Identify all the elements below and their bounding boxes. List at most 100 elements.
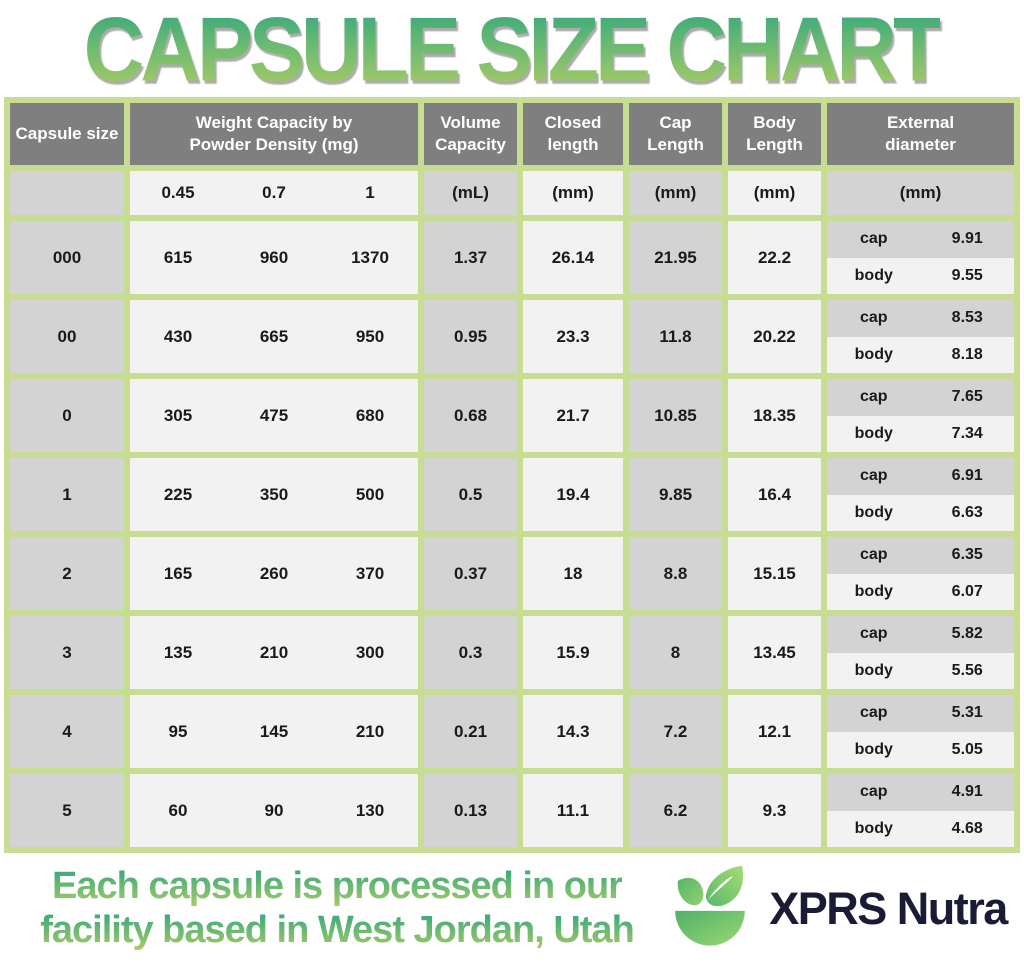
closed-length-cell: 11.1 (523, 774, 623, 847)
footer-tagline-line2: facility based in West Jordan, Utah (40, 909, 635, 951)
body-diameter-value: 6.63 (951, 503, 983, 521)
header-external-diameter: External diameter (827, 103, 1014, 165)
cap-label: cap (859, 546, 888, 564)
weight-045-value: 95 (168, 721, 188, 741)
cap-length-cell: 10.85 (629, 379, 722, 452)
body-label: body (854, 819, 893, 837)
body-label: body (854, 503, 893, 521)
volume-cell: 1.37 (424, 221, 517, 294)
volume-cell: 0.21 (424, 695, 517, 768)
body-diameter-value: 5.05 (951, 740, 983, 758)
cap-length-cell: 11.8 (629, 300, 722, 373)
weight-045-value: 430 (163, 326, 193, 346)
external-cap-row: cap 5.82 (827, 616, 1014, 653)
brand-name: XPRS Nutra (769, 883, 1008, 934)
header-body-length: Body Length (728, 103, 821, 165)
external-cap-row: cap 6.91 (827, 458, 1014, 495)
weight-capacity-cell: 135 210 300 (130, 616, 418, 689)
external-body-row: body 5.56 (827, 652, 1014, 689)
density-045: 0.45 (161, 183, 195, 202)
external-cap-row: cap 7.65 (827, 379, 1014, 416)
capsule-size-cell: 2 (10, 537, 124, 610)
weight-045-value: 225 (163, 484, 193, 504)
external-body-row: body 6.07 (827, 573, 1014, 610)
page-header: CAPSULE SIZE CHART (0, 0, 1024, 97)
header-volume-capacity-label: Volume Capacity (435, 112, 506, 154)
weight-capacity-cell: 615 960 1370 (130, 221, 418, 294)
external-body-row: body 6.63 (827, 494, 1014, 531)
header-volume-capacity: Volume Capacity (424, 103, 517, 165)
cap-length-cell: 7.2 (629, 695, 722, 768)
body-diameter-value: 9.55 (951, 266, 983, 284)
header-weight-capacity-label: Weight Capacity by Powder Density (mg) (189, 112, 359, 154)
closed-length-cell: 26.14 (523, 221, 623, 294)
weight-capacity-cell: 165 260 370 (130, 537, 418, 610)
cap-label: cap (859, 704, 888, 722)
body-label: body (854, 424, 893, 442)
cap-length-cell: 8 (629, 616, 722, 689)
volume-cell: 0.95 (424, 300, 517, 373)
weight-1-value: 300 (355, 642, 385, 662)
cap-length-cell: 9.85 (629, 458, 722, 531)
weight-045-value: 60 (168, 800, 188, 820)
cap-label: cap (859, 625, 888, 643)
volume-cell: 0.3 (424, 616, 517, 689)
density-07: 0.7 (262, 183, 286, 202)
external-cap-row: cap 8.53 (827, 300, 1014, 337)
density-1: 1 (365, 183, 375, 202)
volume-cell: 0.13 (424, 774, 517, 847)
header-closed-length-label: Closed length (544, 112, 602, 154)
header-body-length-label: Body Length (746, 112, 803, 154)
cap-diameter-value: 6.35 (951, 546, 983, 564)
weight-1-value: 210 (355, 721, 385, 741)
cap-length-cell: 8.8 (629, 537, 722, 610)
closed-length-cell: 15.9 (523, 616, 623, 689)
external-body-row: body 4.68 (827, 810, 1014, 847)
external-diameter-cell: cap 5.82 body 5.56 (827, 616, 1014, 689)
body-label: body (854, 582, 893, 600)
weight-07-value: 960 (259, 247, 289, 267)
header-cap-length: Cap Length (629, 103, 722, 165)
footer-tagline: Each capsule is processed in our facilit… (14, 865, 660, 952)
external-cap-row: cap 9.91 (827, 221, 1014, 258)
capsule-size-cell: 5 (10, 774, 124, 847)
unit-capsule-size-empty (10, 171, 124, 215)
unit-cap: (mm) (629, 171, 722, 215)
weight-045-value: 615 (163, 247, 193, 267)
body-length-cell: 13.45 (728, 616, 821, 689)
body-length-cell: 16.4 (728, 458, 821, 531)
capsule-size-cell: 000 (10, 221, 124, 294)
header-external-diameter-label: External diameter (885, 112, 956, 154)
external-diameter-cell: cap 9.91 body 9.55 (827, 221, 1014, 294)
weight-045-value: 305 (163, 405, 193, 425)
weight-capacity-cell: 225 350 500 (130, 458, 418, 531)
external-diameter-cell: cap 4.91 body 4.68 (827, 774, 1014, 847)
body-label: body (854, 661, 893, 679)
volume-cell: 0.5 (424, 458, 517, 531)
capsule-size-cell: 1 (10, 458, 124, 531)
weight-07-value: 260 (259, 563, 289, 583)
external-diameter-cell: cap 5.31 body 5.05 (827, 695, 1014, 768)
capsule-size-table: Capsule size Weight Capacity by Powder D… (4, 97, 1020, 853)
unit-external: (mm) (827, 171, 1014, 215)
cap-label: cap (859, 388, 888, 406)
weight-07-value: 210 (259, 642, 289, 662)
weight-045-value: 135 (163, 642, 193, 662)
external-body-row: body 8.18 (827, 336, 1014, 373)
capsule-size-cell: 00 (10, 300, 124, 373)
volume-cell: 0.37 (424, 537, 517, 610)
weight-1-value: 680 (355, 405, 385, 425)
closed-length-cell: 14.3 (523, 695, 623, 768)
cap-diameter-value: 7.65 (951, 388, 983, 406)
header-capsule-size: Capsule size (10, 103, 124, 165)
footer-tagline-line1: Each capsule is processed in our (52, 865, 623, 908)
header-cap-length-label: Cap Length (647, 112, 704, 154)
cap-label: cap (859, 230, 888, 248)
body-length-cell: 12.1 (728, 695, 821, 768)
weight-capacity-cell: 60 90 130 (130, 774, 418, 847)
weight-capacity-cell: 430 665 950 (130, 300, 418, 373)
cap-diameter-value: 5.31 (951, 704, 983, 722)
cap-label: cap (859, 783, 888, 801)
cap-length-cell: 21.95 (629, 221, 722, 294)
unit-closed: (mm) (523, 171, 623, 215)
